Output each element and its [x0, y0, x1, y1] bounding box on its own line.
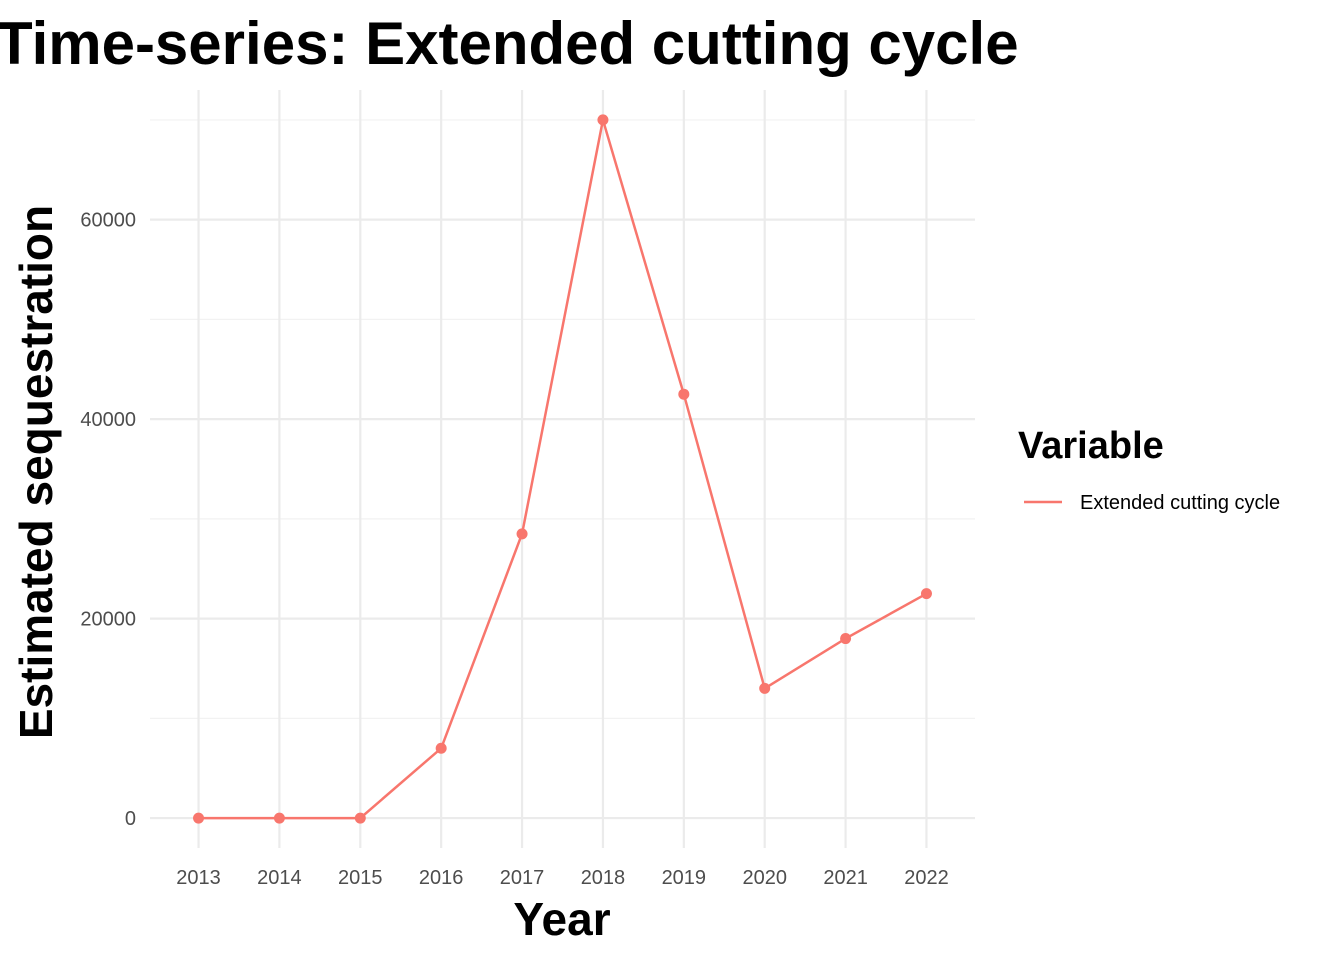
legend-title: Variable [1018, 425, 1164, 467]
x-tick-label: 2021 [823, 867, 868, 889]
x-axis-ticks: 2013 2014 2015 2016 2017 2018 2019 2020 2021 2022 [176, 867, 948, 889]
y-tick-label: 0 [125, 808, 136, 830]
series-group [193, 114, 932, 824]
data-point [597, 114, 609, 126]
x-tick-label: 2017 [500, 867, 545, 889]
chart-title: Time-series: Extended cutting cycle [0, 10, 1019, 77]
x-tick-label: 2020 [742, 867, 787, 889]
x-tick-label: 2019 [662, 867, 707, 889]
legend-item-label: Extended cutting cycle [1080, 492, 1280, 514]
data-point [435, 742, 447, 754]
y-axis-ticks: 0 20000 40000 60000 [80, 210, 136, 830]
data-point [678, 388, 690, 400]
data-point [193, 812, 205, 824]
x-tick-label: 2015 [338, 867, 383, 889]
y-tick-label: 20000 [80, 609, 136, 631]
data-point [273, 812, 285, 824]
x-tick-label: 2014 [257, 867, 302, 889]
x-tick-label: 2016 [419, 867, 464, 889]
x-tick-label: 2013 [176, 867, 221, 889]
y-axis-title: Estimated sequestration [10, 205, 62, 739]
series-line [198, 119, 928, 820]
x-tick-label: 2018 [581, 867, 626, 889]
data-point [354, 812, 366, 824]
y-tick-label: 40000 [80, 409, 136, 431]
x-tick-label: 2022 [904, 867, 949, 889]
data-point [759, 682, 771, 694]
data-point [516, 528, 528, 540]
legend: Variable Extended cutting cycle [1018, 425, 1280, 514]
data-point [920, 588, 932, 600]
grid [150, 90, 975, 848]
data-point [840, 633, 852, 645]
x-axis-title: Year [513, 893, 610, 945]
y-tick-label: 60000 [80, 210, 136, 232]
